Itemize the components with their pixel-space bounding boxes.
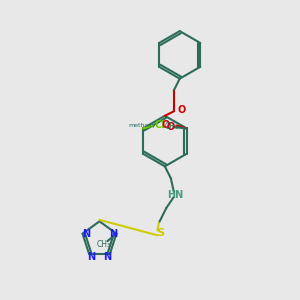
- Text: CH₃: CH₃: [164, 122, 178, 131]
- Text: N: N: [82, 229, 90, 239]
- Text: N: N: [87, 252, 95, 262]
- Text: CH₃: CH₃: [97, 240, 111, 249]
- Text: O: O: [161, 121, 170, 130]
- Text: HN: HN: [167, 190, 183, 200]
- Text: O: O: [177, 105, 186, 115]
- Text: Cl: Cl: [155, 121, 166, 130]
- Text: N: N: [109, 229, 117, 239]
- Text: O: O: [166, 122, 175, 132]
- Text: methoxy: methoxy: [128, 123, 155, 128]
- Text: N: N: [103, 252, 112, 262]
- Text: S: S: [156, 228, 164, 238]
